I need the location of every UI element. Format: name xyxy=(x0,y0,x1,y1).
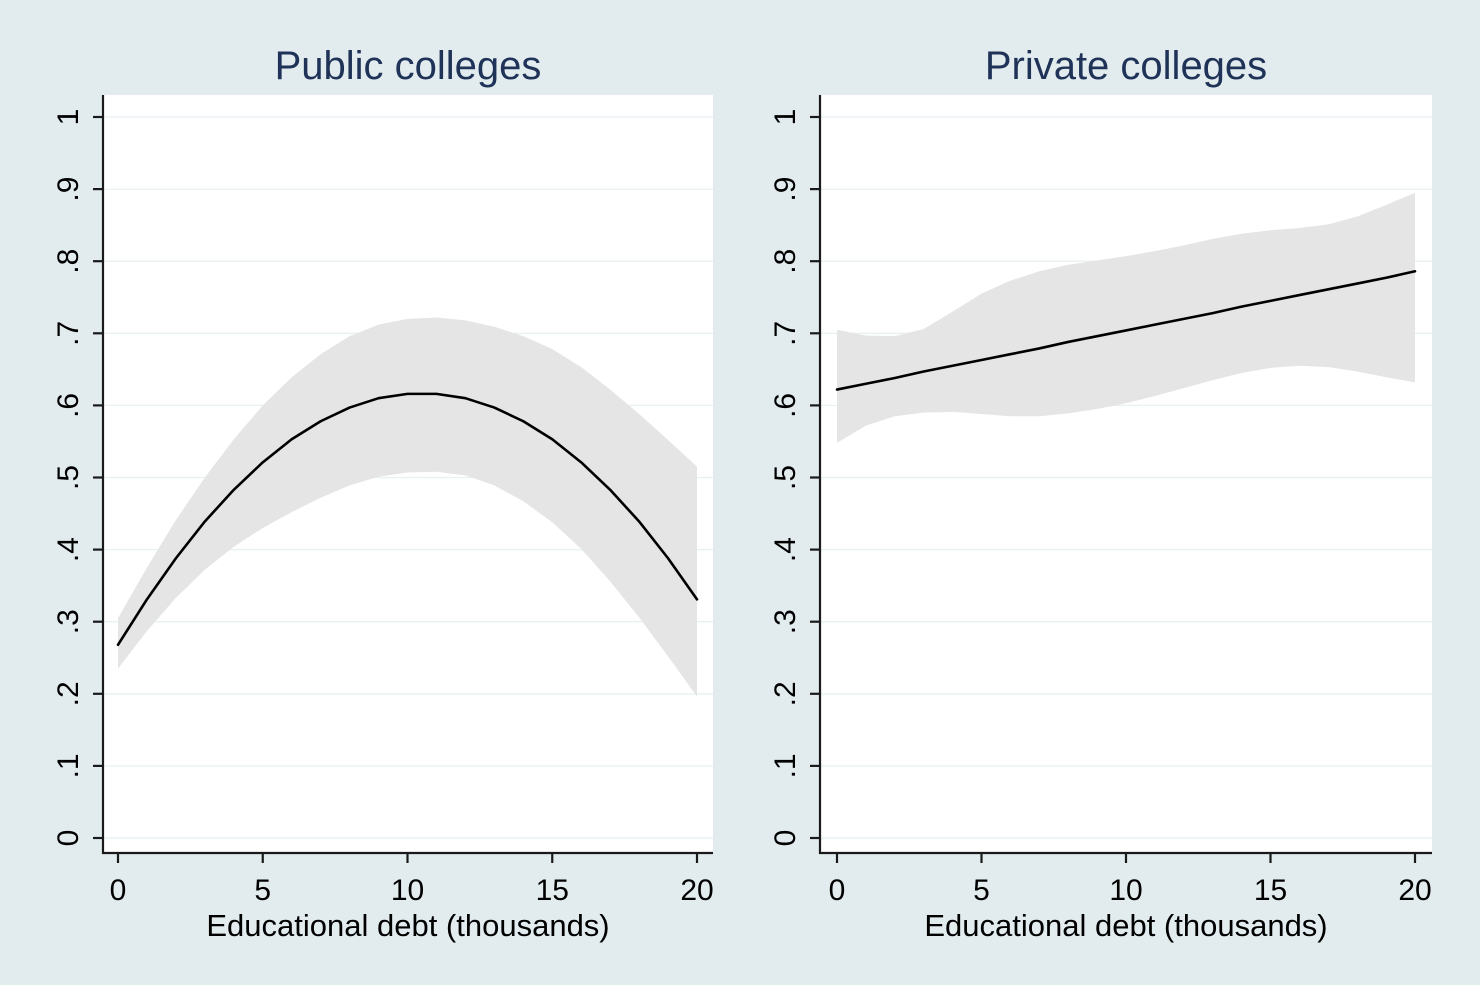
y-tick-label: .7 xyxy=(769,321,802,346)
x-tick-label: 5 xyxy=(254,874,271,907)
y-tick-label: .9 xyxy=(52,177,85,202)
x-tick-label: 5 xyxy=(973,874,990,907)
y-tick-label: .5 xyxy=(769,465,802,490)
y-tick-label: .8 xyxy=(769,249,802,274)
panel-title-public: Public colleges xyxy=(274,44,542,88)
y-tick-label: .7 xyxy=(52,321,85,346)
x-tick-label: 0 xyxy=(829,874,846,907)
panel-title-private: Private colleges xyxy=(984,44,1268,88)
y-tick-label: .6 xyxy=(52,393,85,418)
y-tick-label: .4 xyxy=(52,537,85,562)
y-tick-label: 1 xyxy=(52,109,85,126)
x-tick-label: 15 xyxy=(536,874,569,907)
x-tick-label: 10 xyxy=(391,874,424,907)
x-tick-label: 0 xyxy=(110,874,127,907)
y-tick-label: 1 xyxy=(769,109,802,126)
y-tick-label: 0 xyxy=(52,830,85,847)
fitted-line xyxy=(835,269,1417,391)
confidence-band xyxy=(837,192,1415,443)
x-tick-label: 15 xyxy=(1254,874,1287,907)
y-tick-label: 0 xyxy=(769,830,802,847)
y-tick-label: .1 xyxy=(52,753,85,778)
plot-area xyxy=(820,95,1432,853)
x-tick-label: 10 xyxy=(1109,874,1142,907)
y-tick-label: .3 xyxy=(769,609,802,634)
y-tick-label: .2 xyxy=(769,681,802,706)
y-tick-label: .5 xyxy=(52,465,85,490)
fitted-line xyxy=(116,392,699,647)
x-tick-label: 20 xyxy=(680,874,713,907)
x-tick-label: 20 xyxy=(1398,874,1431,907)
x-axis-title-private: Educational debt (thousands) xyxy=(924,908,1328,943)
y-tick-label: .1 xyxy=(769,753,802,778)
y-tick-label: .6 xyxy=(769,393,802,418)
y-tick-label: .4 xyxy=(769,537,802,562)
y-tick-label: .8 xyxy=(52,249,85,274)
y-tick-label: .9 xyxy=(769,177,802,202)
x-axis-title-public: Educational debt (thousands) xyxy=(206,908,610,943)
confidence-band xyxy=(118,317,697,697)
y-tick-label: .2 xyxy=(52,681,85,706)
y-tick-label: .3 xyxy=(52,609,85,634)
